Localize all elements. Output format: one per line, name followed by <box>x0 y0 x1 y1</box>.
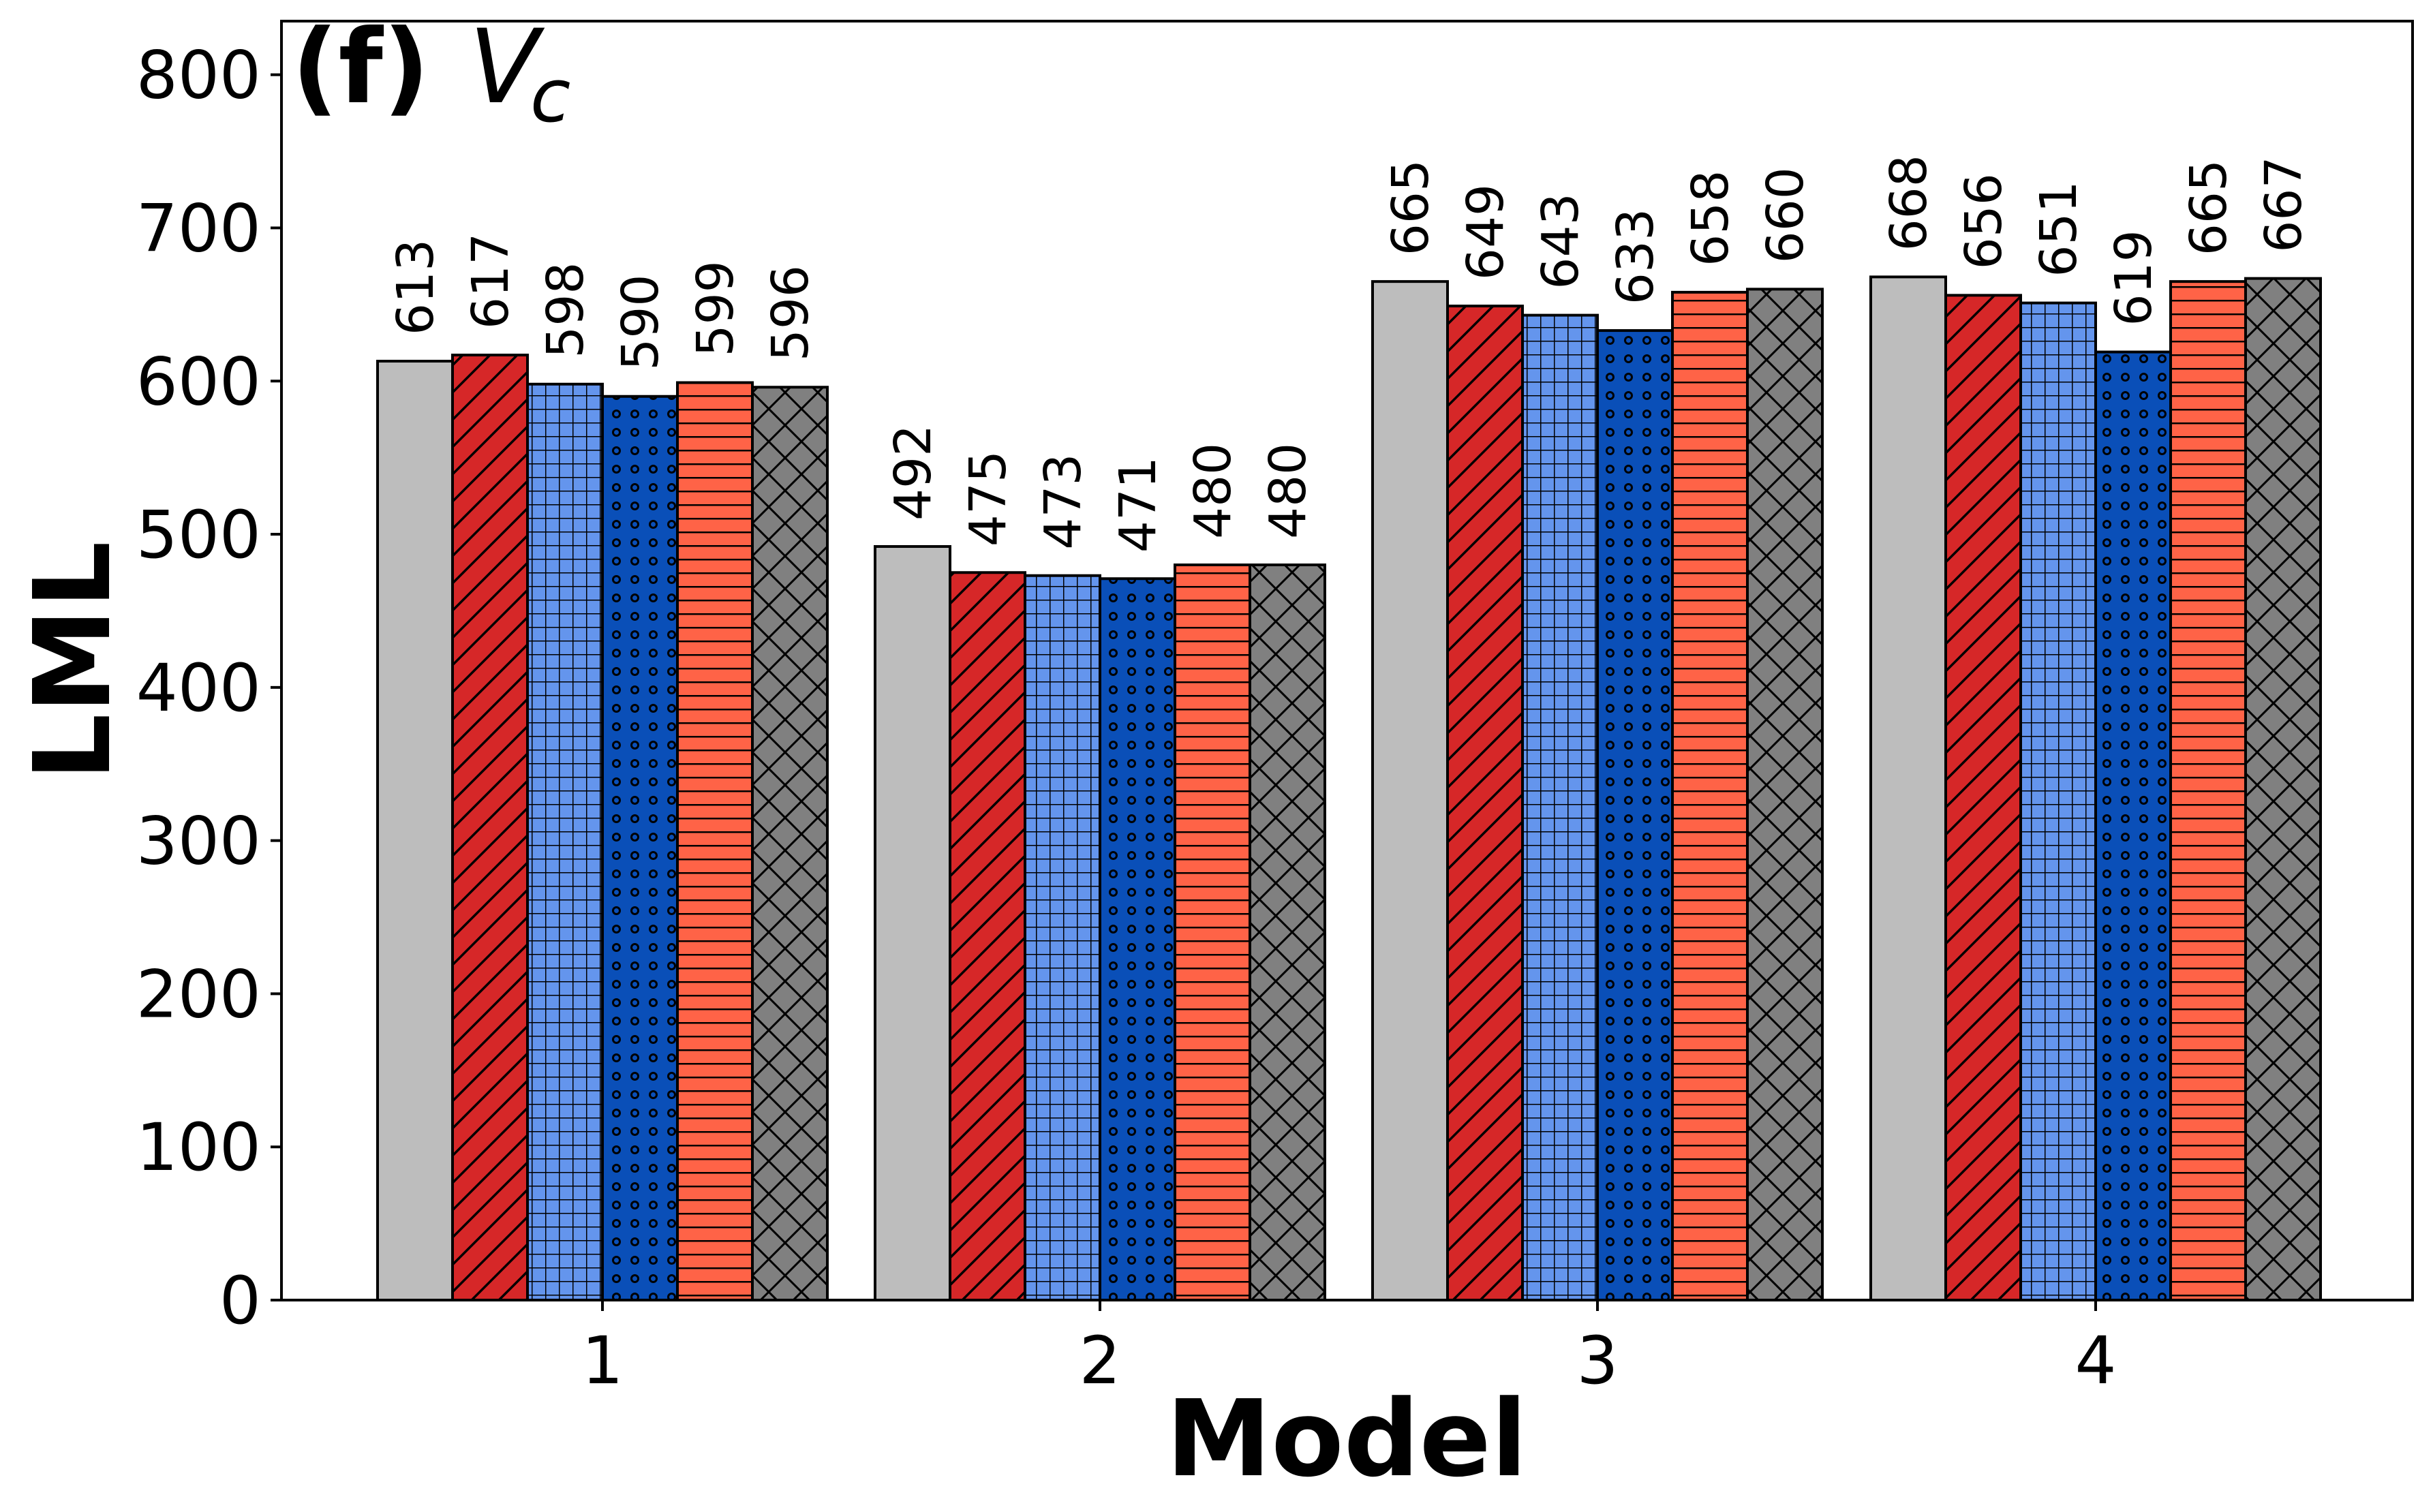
x-tick-label-2: 2 <box>1079 1323 1120 1399</box>
bar-group-4-series-3 <box>2021 303 2096 1300</box>
bar-hatch-model-3-series-2 <box>1448 306 1522 1300</box>
bar-fill-model-1-series-1 <box>378 361 453 1300</box>
bar-group-2-series-4 <box>1100 578 1175 1300</box>
data-label-model-3-series-2: 649 <box>1456 184 1515 280</box>
bar-group-3-series-5 <box>1672 292 1747 1300</box>
bar-group-4-series-2 <box>1946 295 2021 1300</box>
bar-hatch-model-1-series-2 <box>453 355 527 1300</box>
data-label-model-3-series-1: 665 <box>1381 159 1440 256</box>
data-label-model-3-series-3: 643 <box>1531 193 1590 289</box>
bar-group-2-series-1 <box>875 546 950 1300</box>
x-tick-label-3: 3 <box>1576 1323 1618 1399</box>
bar-hatch-model-4-series-2 <box>1946 295 2021 1300</box>
bar-group-3-series-4 <box>1597 330 1672 1300</box>
x-axis-title: Model <box>1166 1377 1527 1500</box>
y-tick-label-300: 300 <box>136 803 261 880</box>
bar-hatch-model-3-series-5 <box>1672 292 1747 1300</box>
bar-group-3-series-2 <box>1448 306 1522 1300</box>
y-tick-label-700: 700 <box>136 190 261 266</box>
data-label-model-1-series-2: 617 <box>461 233 520 329</box>
bar-hatch-model-4-series-3 <box>2021 303 2096 1300</box>
y-axis-title: LML <box>11 541 134 781</box>
bar-hatch-model-3-series-3 <box>1522 315 1597 1300</box>
bar-hatch-model-1-series-4 <box>602 397 677 1300</box>
data-label-model-4-series-3: 651 <box>2030 181 2088 277</box>
panel-label: (f) <box>292 8 429 127</box>
data-label-model-2-series-6: 480 <box>1259 443 1317 539</box>
panel-variable-subscript: c <box>530 54 570 139</box>
data-label-model-3-series-5: 658 <box>1681 170 1740 266</box>
x-tick-label-4: 4 <box>2075 1323 2116 1399</box>
bar-group-1-series-5 <box>677 383 752 1300</box>
bar-group-3-series-6 <box>1747 289 1822 1300</box>
data-label-model-2-series-1: 492 <box>884 425 943 521</box>
data-label-model-4-series-6: 667 <box>2254 156 2313 252</box>
data-label-model-1-series-5: 599 <box>686 260 745 356</box>
bar-hatch-model-2-series-5 <box>1175 565 1250 1300</box>
data-label-model-4-series-1: 668 <box>1880 155 1938 251</box>
data-label-model-1-series-3: 598 <box>536 262 595 358</box>
bar-group-4-series-5 <box>2171 281 2246 1300</box>
y-tick-label-500: 500 <box>136 497 261 573</box>
bar-group-2-series-2 <box>950 572 1025 1300</box>
data-label-model-4-series-2: 656 <box>1955 173 2013 269</box>
bar-hatch-model-2-series-2 <box>950 572 1025 1300</box>
y-tick-label-0: 0 <box>219 1263 261 1339</box>
bar-hatch-model-3-series-6 <box>1747 289 1822 1300</box>
bars-layer: 613 617 598 590 599 596 492 475 473 471 480 480 665 6… <box>378 155 2321 1300</box>
bar-hatch-model-1-series-5 <box>677 383 752 1300</box>
bar-hatch-model-2-series-6 <box>1250 565 1325 1300</box>
y-tick-label-100: 100 <box>136 1109 261 1186</box>
bar-group-4-series-6 <box>2246 279 2321 1300</box>
data-label-model-2-series-3: 473 <box>1034 453 1092 549</box>
data-label-model-3-series-4: 633 <box>1606 209 1665 305</box>
bar-group-1-series-6 <box>752 387 827 1300</box>
bar-group-2-series-5 <box>1175 565 1250 1300</box>
data-label-model-1-series-1: 613 <box>386 239 445 335</box>
bar-group-2-series-3 <box>1025 576 1100 1300</box>
data-label-model-3-series-6: 660 <box>1756 167 1815 263</box>
bar-group-1-series-1 <box>378 361 453 1300</box>
bar-group-4-series-1 <box>1871 277 1946 1300</box>
data-label-model-4-series-4: 619 <box>2105 230 2163 326</box>
bar-hatch-model-2-series-3 <box>1025 576 1100 1300</box>
bar-fill-model-2-series-1 <box>875 546 950 1300</box>
bar-fill-model-4-series-1 <box>1871 277 1946 1300</box>
bar-hatch-model-2-series-4 <box>1100 578 1175 1300</box>
bar-group-1-series-4 <box>602 397 677 1300</box>
bar-hatch-model-1-series-6 <box>752 387 827 1300</box>
data-label-model-1-series-6: 596 <box>761 265 820 361</box>
data-label-model-2-series-4: 471 <box>1109 457 1167 553</box>
bar-group-3-series-3 <box>1522 315 1597 1300</box>
bar-hatch-model-3-series-4 <box>1597 330 1672 1300</box>
data-label-model-2-series-5: 480 <box>1184 443 1242 539</box>
bar-hatch-model-1-series-3 <box>527 384 602 1300</box>
x-tick-label-1: 1 <box>581 1323 623 1399</box>
y-tick-label-200: 200 <box>136 956 261 1032</box>
data-label-model-1-series-4: 590 <box>611 274 670 370</box>
y-tick-label-600: 600 <box>136 343 261 420</box>
data-label-model-2-series-2: 475 <box>959 450 1017 546</box>
bar-group-1-series-3 <box>527 384 602 1300</box>
bar-fill-model-3-series-1 <box>1373 281 1448 1300</box>
bar-hatch-model-4-series-6 <box>2246 279 2321 1300</box>
bar-hatch-model-4-series-4 <box>2096 352 2171 1300</box>
y-tick-label-400: 400 <box>136 650 261 726</box>
bar-hatch-model-4-series-5 <box>2171 281 2246 1300</box>
data-label-model-4-series-5: 665 <box>2179 159 2238 256</box>
bar-group-3-series-1 <box>1373 281 1448 1300</box>
bar-group-1-series-2 <box>453 355 527 1300</box>
y-tick-label-800: 800 <box>136 37 261 114</box>
bar-group-2-series-6 <box>1250 565 1325 1300</box>
bar-group-4-series-4 <box>2096 352 2171 1300</box>
